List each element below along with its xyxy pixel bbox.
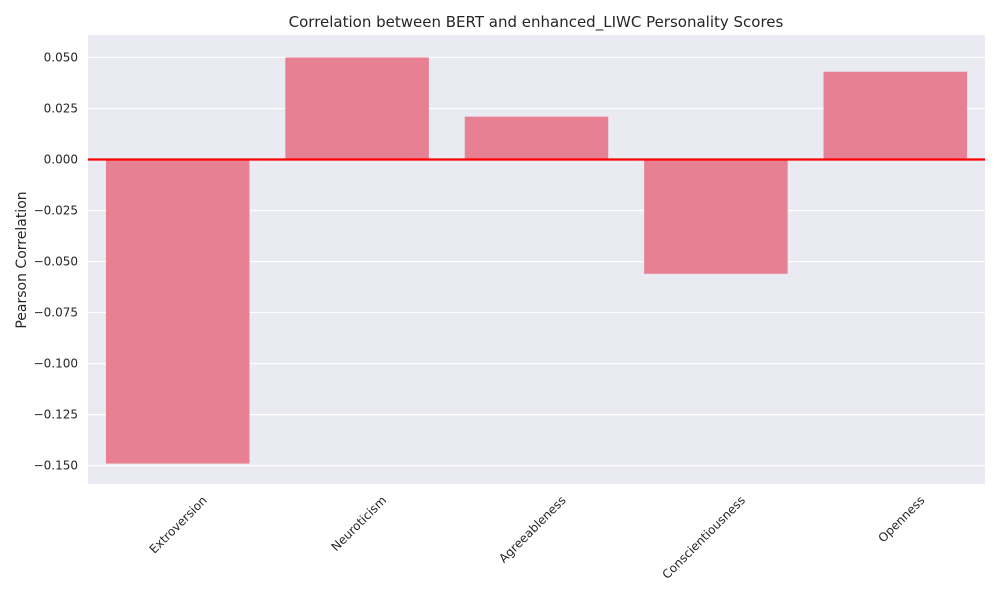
bar-neuroticism [285,57,429,160]
x-tick-label: Openness [875,493,927,545]
y-tick-label: −0.075 [34,306,78,320]
y-tick-label: −0.050 [34,255,78,269]
bar-conscientiousness [644,159,788,274]
y-tick-label: 0.050 [44,50,78,64]
y-tick-label: 0.000 [44,152,78,166]
x-tick-label: Agreeableness [496,493,568,565]
chart-title: Correlation between BERT and enhanced_LI… [289,13,784,32]
bar-agreeableness [464,116,609,160]
y-axis-ticks: 0.050 0.025 0.000 −0.025 −0.050 −0.075 −0.100 −… [34,50,78,472]
x-tick-label: Neuroticism [328,493,389,554]
y-tick-label: −0.150 [34,459,78,473]
bars [105,57,968,464]
y-tick-label: −0.100 [34,357,78,371]
bar-extroversion [105,159,250,464]
y-tick-label: 0.025 [44,101,78,115]
y-axis-label: Pearson Correlation [14,191,30,328]
x-tick-label: Extroversion [147,493,210,556]
y-tick-label: −0.025 [34,204,78,218]
bar-openness [823,71,968,160]
y-tick-label: −0.125 [34,408,78,422]
x-axis-ticks: Extroversion Neuroticism Agreeableness Cons… [147,493,928,582]
x-tick-label: Conscientiousness [659,493,748,582]
